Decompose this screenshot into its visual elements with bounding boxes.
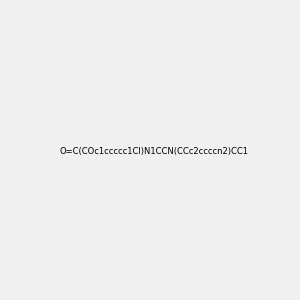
Text: O=C(COc1ccccc1Cl)N1CCN(CCc2ccccn2)CC1: O=C(COc1ccccc1Cl)N1CCN(CCc2ccccn2)CC1	[59, 147, 248, 156]
